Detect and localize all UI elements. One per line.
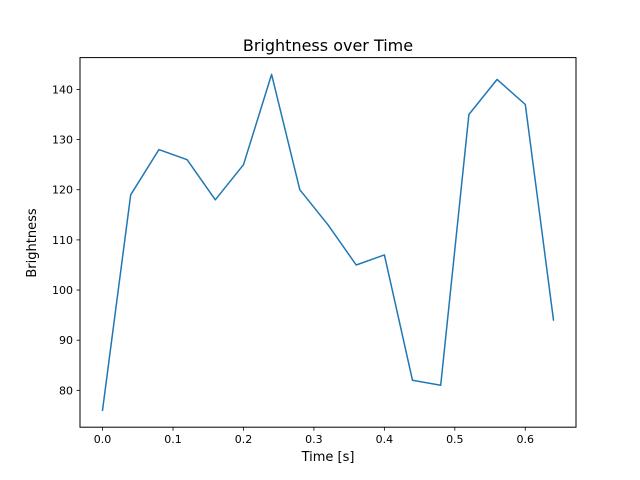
- y-tick-label: 80: [59, 384, 73, 397]
- x-tick-label: 0.3: [305, 433, 323, 446]
- y-tick-label: 90: [59, 334, 73, 347]
- y-axis-label: Brightness: [25, 208, 40, 277]
- data-line-brightness: [101, 73, 555, 412]
- x-tick-label: 0.0: [94, 433, 112, 446]
- x-tick-label: 0.1: [164, 433, 182, 446]
- x-tick-label: 0.4: [376, 433, 394, 446]
- y-tick-label: 140: [52, 83, 73, 96]
- y-tick-label: 120: [52, 184, 73, 197]
- y-tick-label: 130: [52, 134, 73, 147]
- plot-generated-group: 0.0 0.1 0.2 0.3 0.4 0.5 0.6 80 90 100 110 120 130 140: [52, 57, 577, 446]
- x-tick-label: 0.2: [235, 433, 253, 446]
- x-tick-label: 0.6: [517, 433, 535, 446]
- chart-title: Brightness over Time: [243, 36, 413, 55]
- x-tick-label: 0.5: [446, 433, 464, 446]
- x-axis-label: Time [s]: [301, 450, 355, 465]
- axes-frame: [79, 57, 577, 428]
- y-tick-label: 110: [52, 234, 73, 247]
- y-tick-label: 100: [52, 284, 73, 297]
